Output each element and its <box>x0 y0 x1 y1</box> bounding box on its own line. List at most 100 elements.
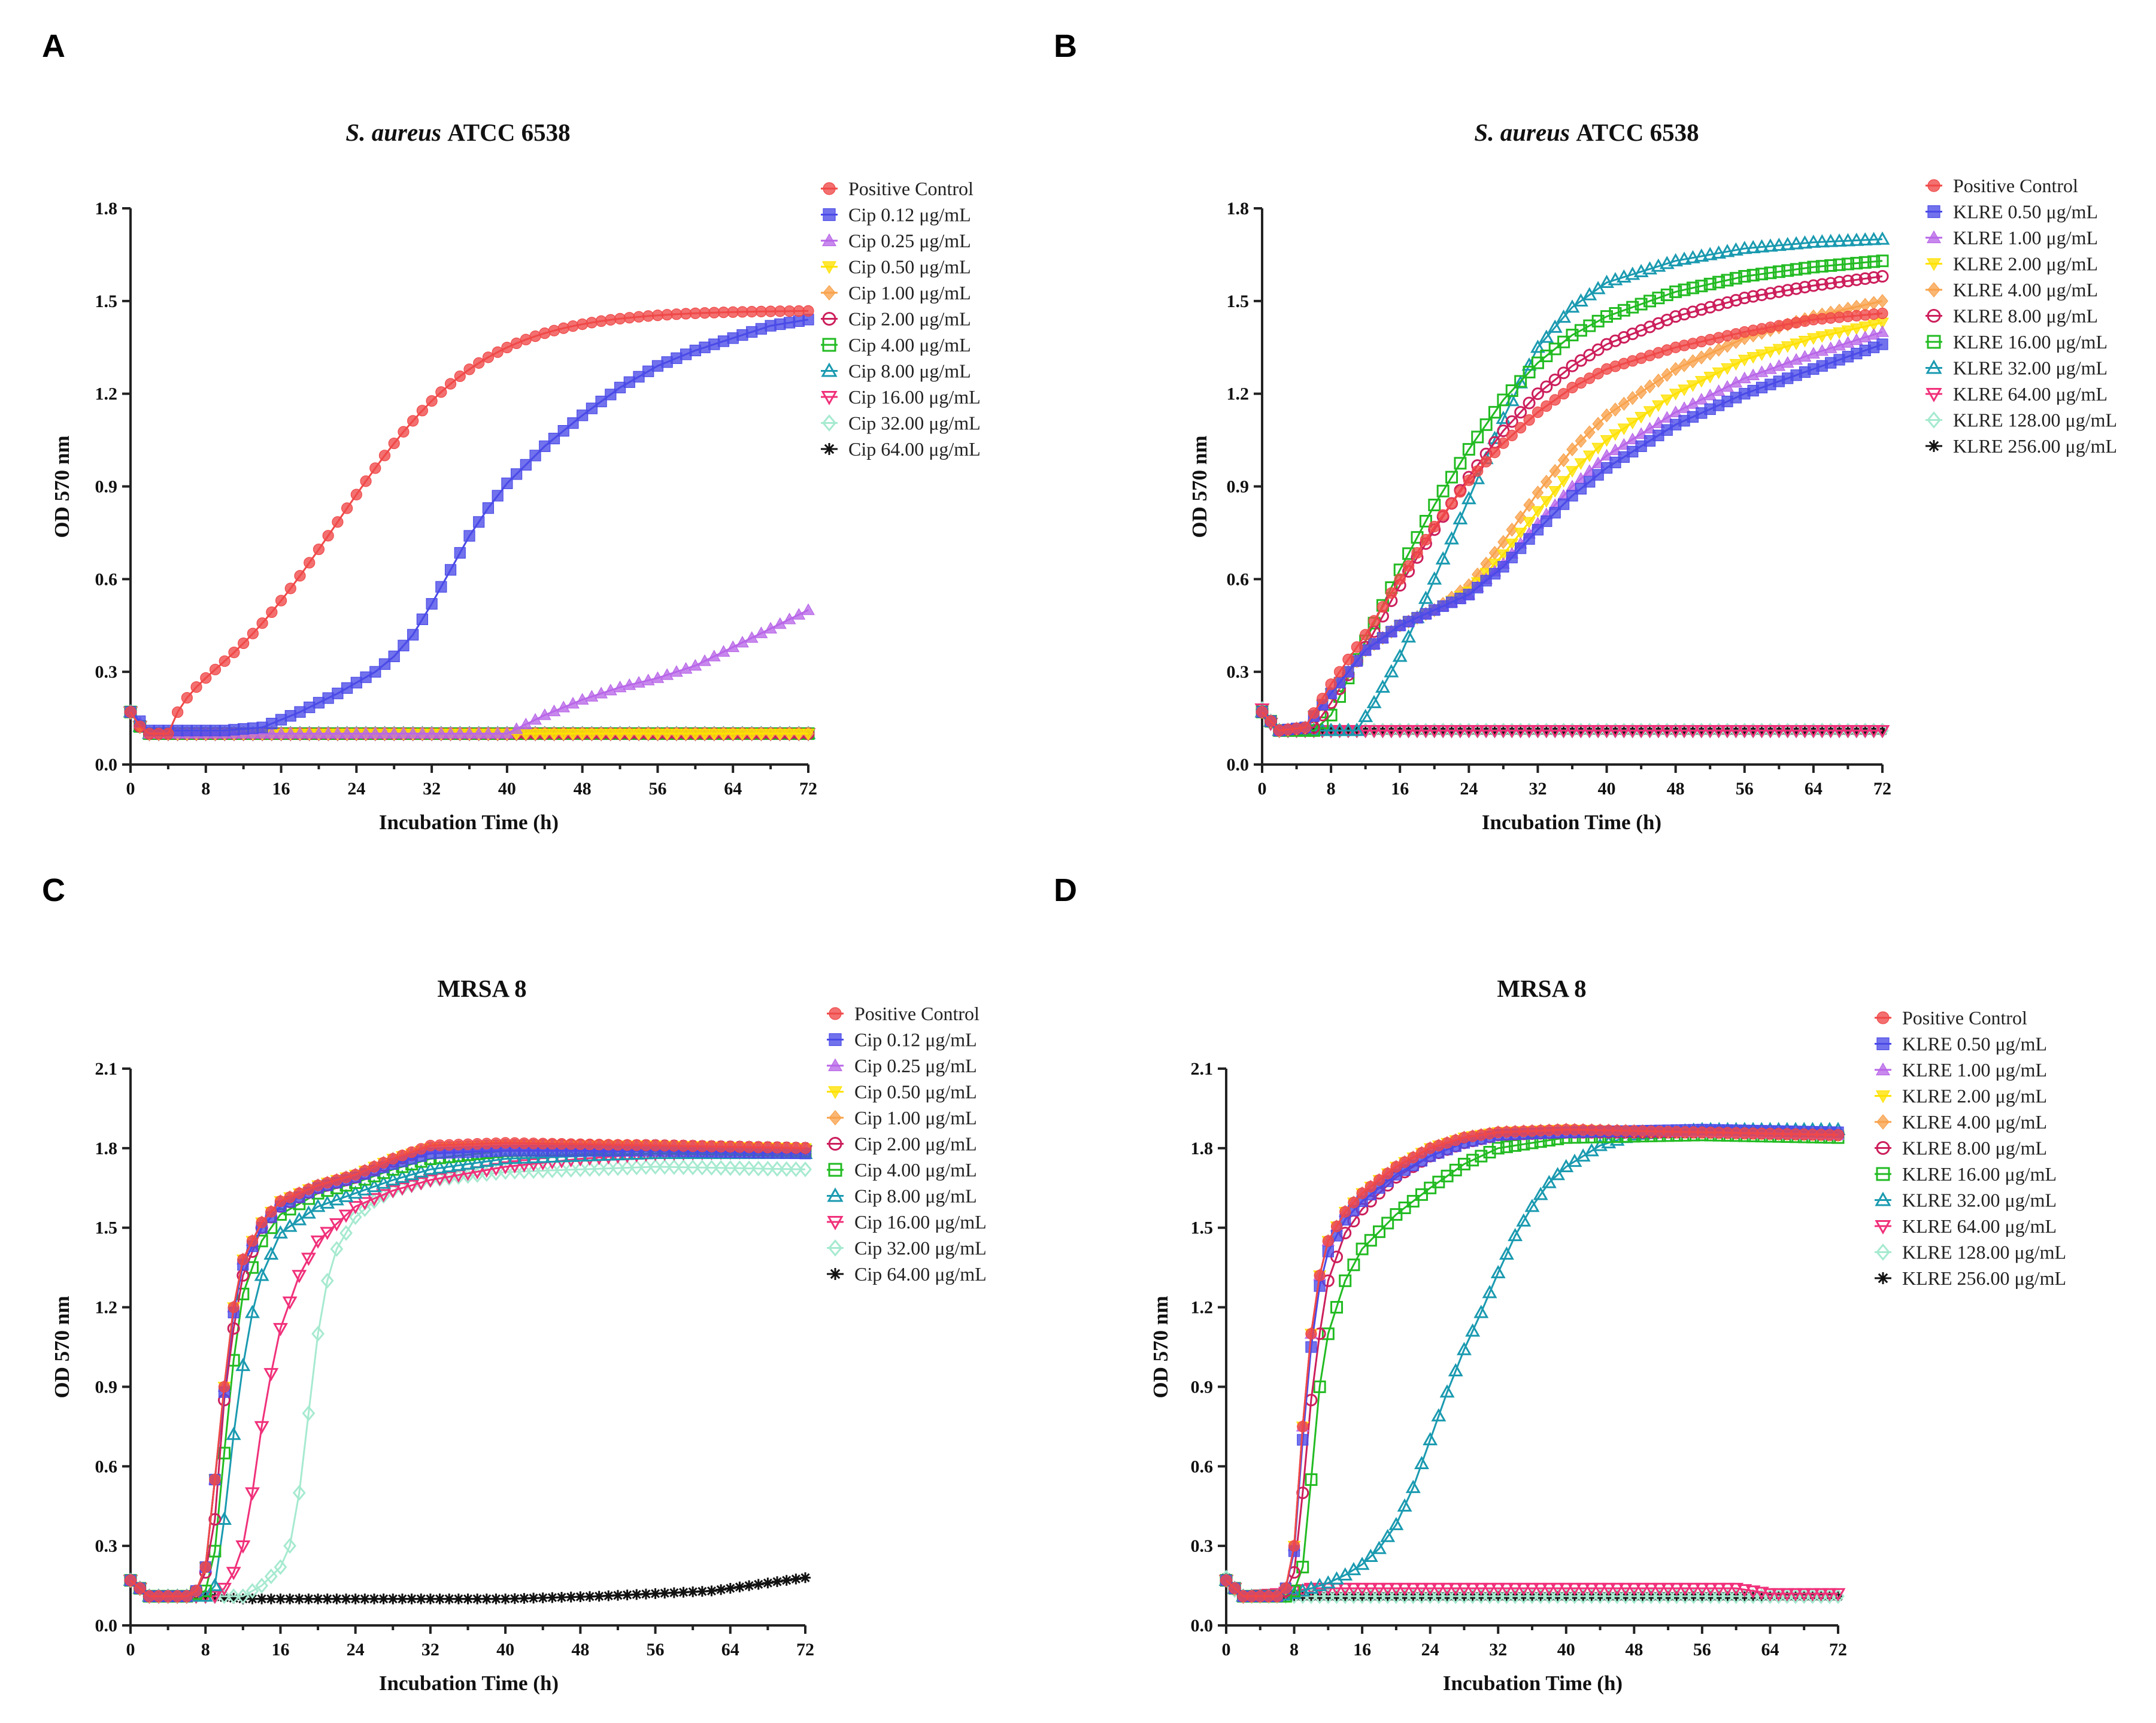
data-point <box>1807 260 1820 274</box>
data-point <box>265 727 278 739</box>
data-point <box>217 1588 231 1604</box>
data-point <box>1764 287 1777 300</box>
legend-item: Cip 4.00 μg/mL <box>821 334 971 356</box>
y-tick-label: 0.3 <box>95 1536 118 1556</box>
data-point <box>734 1581 745 1592</box>
x-tick-label: 16 <box>272 779 290 799</box>
data-point <box>1566 466 1579 478</box>
data-point <box>1550 1582 1566 1596</box>
y-tick-label: 0.9 <box>1191 1377 1214 1397</box>
data-point <box>790 1573 802 1585</box>
data-point <box>227 1322 240 1335</box>
data-point <box>454 370 466 383</box>
data-point <box>511 468 523 480</box>
data-point <box>482 351 495 363</box>
data-point <box>613 729 627 741</box>
data-point <box>1523 517 1536 529</box>
x-tick-label: 64 <box>724 779 742 799</box>
data-point <box>1593 1582 1608 1596</box>
legend-label: Cip 0.12 μg/mL <box>848 204 971 226</box>
data-point <box>1678 308 1691 321</box>
data-point <box>679 729 693 741</box>
data-point <box>1437 509 1449 521</box>
data-point <box>1635 385 1647 399</box>
data-point <box>1652 292 1665 305</box>
data-point <box>416 613 428 626</box>
data-point <box>1558 388 1570 400</box>
legend-label: Cip 4.00 μg/mL <box>854 1159 977 1181</box>
data-point <box>235 1540 251 1554</box>
data-point <box>341 1593 352 1604</box>
data-point <box>1799 262 1811 275</box>
data-point <box>454 547 466 559</box>
data-point <box>463 363 475 375</box>
data-point <box>1265 715 1276 727</box>
legend-item: KLRE 32.00 μg/mL <box>1925 357 2108 379</box>
legend-item: KLRE 256.00 μg/mL <box>1925 435 2117 457</box>
data-point <box>339 1225 353 1241</box>
data-point <box>1449 1588 1463 1604</box>
series-10 <box>125 1572 811 1604</box>
data-point <box>1678 283 1691 296</box>
data-point <box>1548 486 1562 498</box>
data-point <box>482 502 495 514</box>
data-point <box>1488 568 1501 580</box>
data-point <box>1497 437 1509 449</box>
panel-letter: C <box>42 872 65 908</box>
data-point <box>1823 233 1839 247</box>
data-point <box>332 516 344 528</box>
data-point <box>1462 443 1475 456</box>
data-point <box>519 717 533 730</box>
data-point <box>1539 329 1554 343</box>
data-point <box>1659 256 1675 269</box>
data-point <box>1348 1197 1360 1209</box>
data-point <box>311 1325 325 1342</box>
legend-label: Positive Control <box>848 178 974 199</box>
data-point <box>1833 275 1846 289</box>
data-point <box>586 402 598 414</box>
data-point <box>1867 296 1880 310</box>
series-7 <box>1254 231 1890 736</box>
data-point <box>472 1593 483 1604</box>
data-point <box>764 621 778 634</box>
data-point <box>237 1593 248 1604</box>
data-point <box>1746 269 1760 282</box>
data-point <box>1325 678 1337 690</box>
data-point <box>1541 1582 1557 1596</box>
data-point <box>1566 359 1579 372</box>
x-tick-label: 56 <box>1736 779 1754 799</box>
data-point <box>1532 486 1544 500</box>
data-point <box>1661 368 1673 382</box>
data-point <box>1729 359 1743 371</box>
data-point <box>341 502 353 514</box>
data-point <box>1806 725 1821 739</box>
data-point <box>1303 1581 1319 1594</box>
data-point <box>1876 270 1889 283</box>
data-point <box>1534 1588 1548 1604</box>
data-point <box>499 1164 513 1180</box>
data-point <box>227 1588 241 1604</box>
legend-marker <box>1876 1037 1890 1051</box>
data-point <box>595 395 607 408</box>
legend-label: KLRE 32.00 μg/mL <box>1953 357 2108 379</box>
data-point <box>245 1487 260 1501</box>
data-point <box>200 672 212 684</box>
data-point <box>1616 269 1632 283</box>
data-point <box>1557 335 1570 348</box>
y-tick-label: 1.8 <box>1191 1139 1214 1158</box>
data-point <box>1790 282 1803 295</box>
legend-label: KLRE 128.00 μg/mL <box>1953 409 2117 431</box>
data-point <box>348 1185 363 1199</box>
data-point <box>1497 561 1509 573</box>
data-point <box>1737 1584 1752 1598</box>
data-point <box>1297 1421 1309 1433</box>
data-point <box>1473 1305 1489 1318</box>
data-point <box>218 1381 231 1393</box>
data-point <box>1349 723 1364 736</box>
data-point <box>1347 1258 1360 1272</box>
data-point <box>1822 1588 1837 1601</box>
data-point <box>1609 307 1622 320</box>
legend-label: Cip 4.00 μg/mL <box>848 334 971 356</box>
data-point <box>595 729 608 741</box>
data-point <box>1541 400 1552 412</box>
